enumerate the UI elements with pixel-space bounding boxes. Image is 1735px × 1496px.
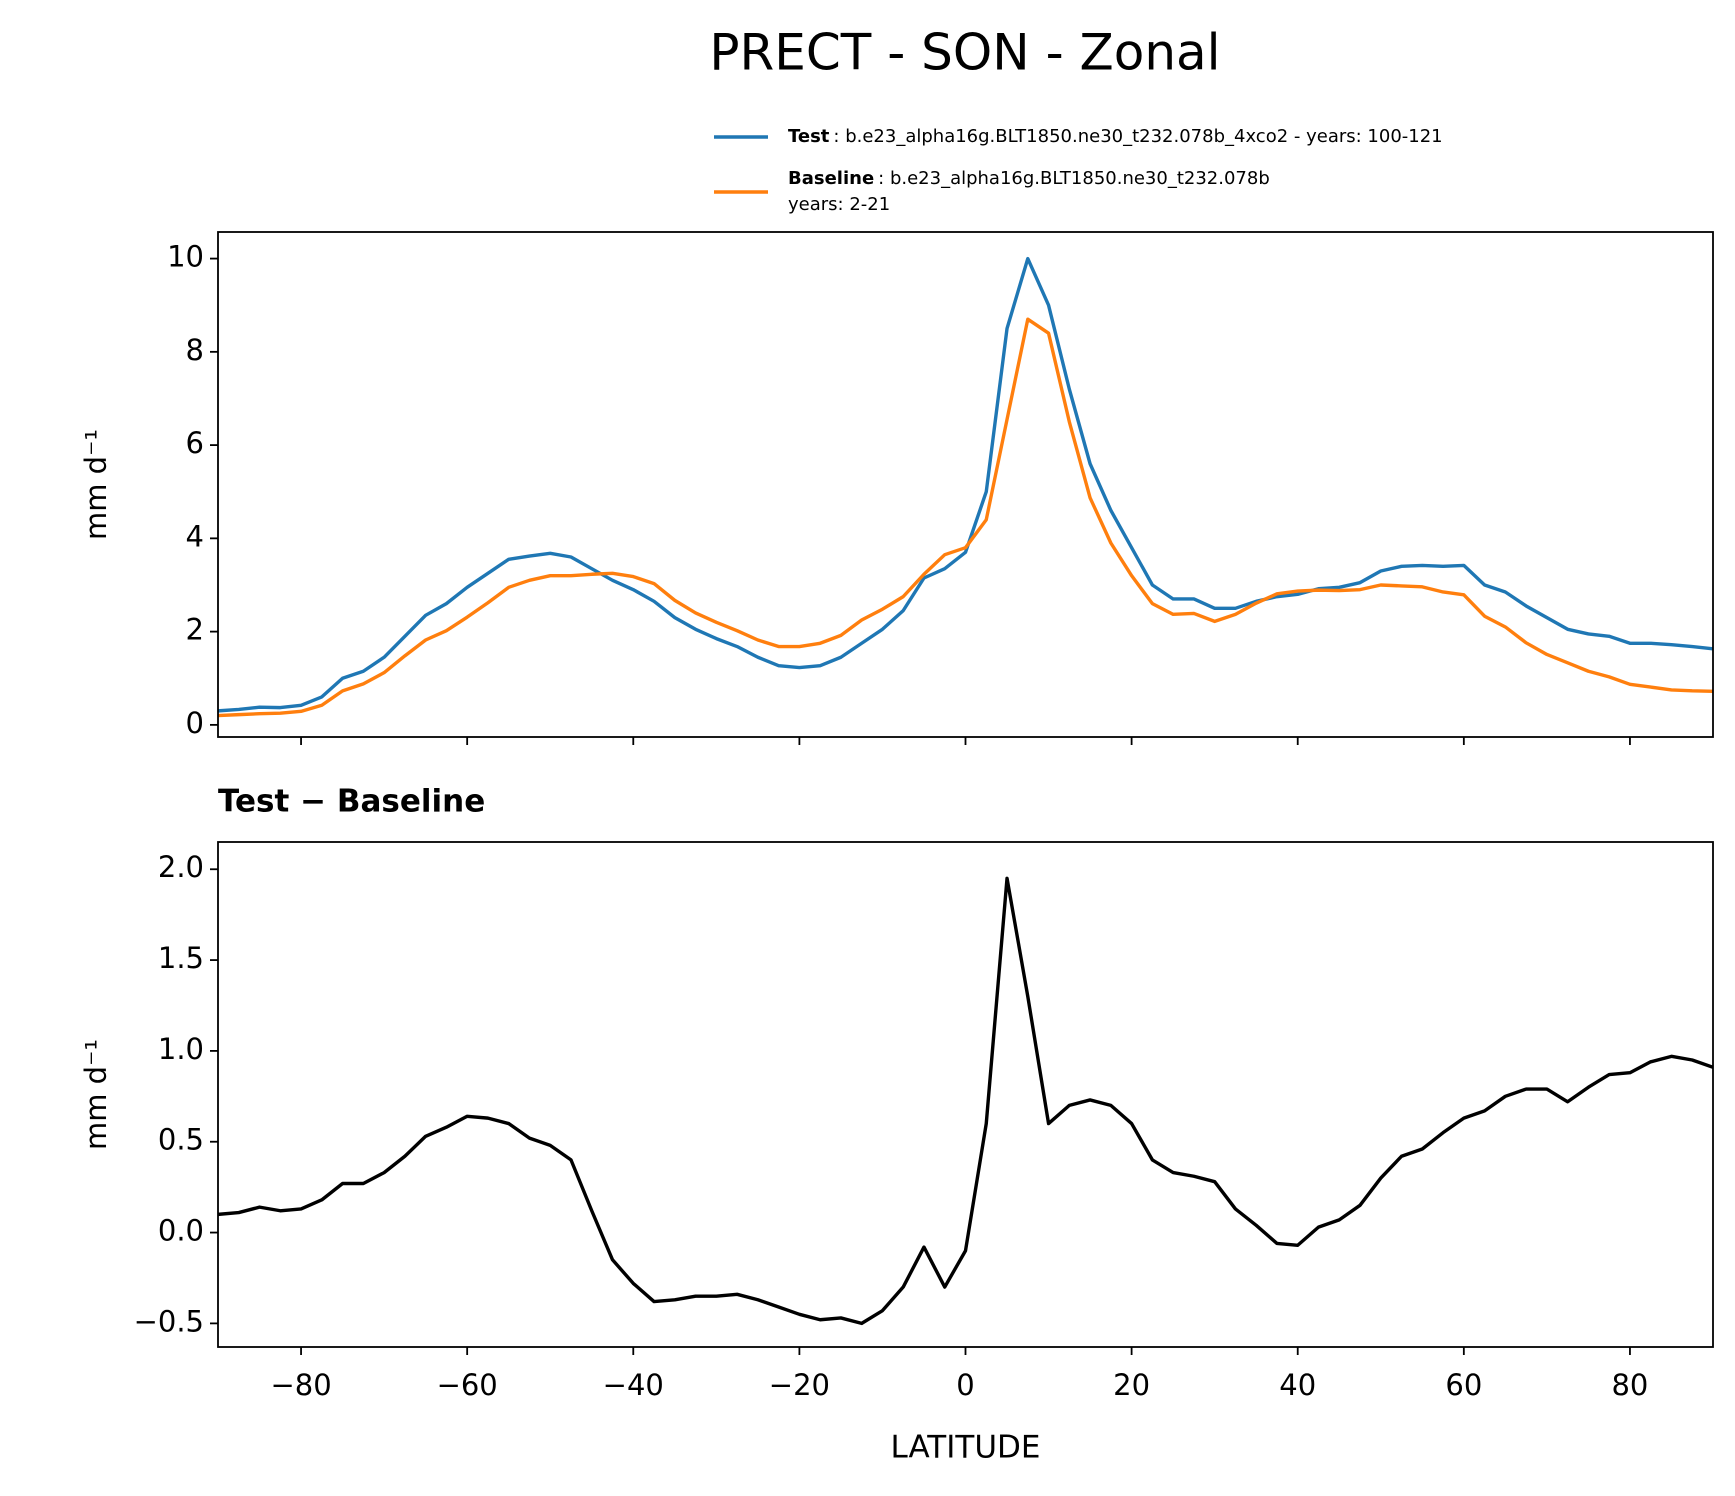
data-line <box>218 876 1713 1326</box>
x-tick-label: 60 <box>1445 1368 1482 1402</box>
data-line <box>218 317 1713 718</box>
x-tick-label: 0 <box>956 1368 974 1402</box>
x-axis-label: LATITUDE <box>891 1430 1041 1466</box>
y-tick-label: 8 <box>186 333 204 367</box>
legend-detail: : b.e23_alpha16g.BLT1850.ne30_t232.078b <box>878 168 1270 189</box>
panel-title: Test − Baseline <box>218 784 485 820</box>
y-axis-label: mm d⁻¹ <box>79 429 113 540</box>
y-tick-label: 2 <box>186 613 204 647</box>
x-tick-label: 40 <box>1279 1368 1316 1402</box>
x-tick-label: −20 <box>769 1368 830 1402</box>
y-tick-label: 0 <box>186 706 204 740</box>
legend-name: Baseline <box>788 168 874 189</box>
data-line <box>218 256 1713 713</box>
legend-label: Baseline: b.e23_alpha16g.BLT1850.ne30_t2… <box>788 168 1270 189</box>
x-tick-label: 80 <box>1611 1368 1648 1402</box>
y-tick-label: 0.5 <box>158 1123 204 1157</box>
plot-area <box>218 876 1713 1326</box>
legend-label: Test: b.e23_alpha16g.BLT1850.ne30_t232.0… <box>788 126 1443 147</box>
axes-frame <box>217 231 1714 738</box>
x-tick-label: −80 <box>270 1368 331 1402</box>
y-tick-label: 2.0 <box>158 850 204 884</box>
legend-detail: : b.e23_alpha16g.BLT1850.ne30_t232.078b_… <box>833 126 1442 147</box>
legend-detail-2: years: 2-21 <box>788 194 890 215</box>
y-tick-label: 4 <box>186 519 204 553</box>
y-tick-label: 6 <box>186 426 204 460</box>
y-tick-label: 0.0 <box>158 1214 204 1248</box>
y-tick-label: 1.0 <box>158 1032 204 1066</box>
y-tick-label: −0.5 <box>134 1304 204 1338</box>
legend-name: Test <box>788 126 830 147</box>
axes-frame <box>217 841 1714 1348</box>
y-tick-label: 10 <box>167 240 204 274</box>
x-tick-label: 20 <box>1113 1368 1150 1402</box>
figure-title: PRECT - SON - Zonal <box>709 24 1220 82</box>
x-tick-label: −40 <box>603 1368 664 1402</box>
y-axis-label: mm d⁻¹ <box>79 1039 113 1150</box>
y-tick-label: 1.5 <box>158 941 204 975</box>
x-tick-label: −60 <box>437 1368 498 1402</box>
plot-area <box>218 256 1713 718</box>
